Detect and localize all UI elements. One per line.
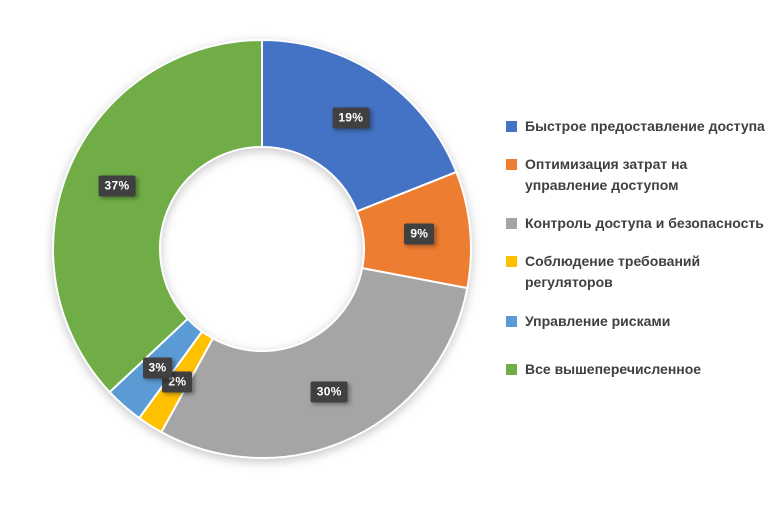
legend-row: Управление рисками (506, 311, 670, 332)
pie-slice-2 (159, 266, 469, 459)
legend-item-5: Все вышеперечисленное (506, 345, 770, 394)
legend-swatch-icon (506, 218, 517, 230)
legend-item-1: Оптимизация затрат на управление доступо… (506, 151, 770, 200)
legend: Быстрое предоставление доступа Оптимизаци… (506, 102, 770, 394)
legend-label: Оптимизация затрат на управление доступо… (525, 156, 688, 193)
legend-swatch-icon (506, 159, 517, 170)
legend-swatch-icon (506, 256, 517, 268)
legend-label: Быстрое предоставление доступа (525, 117, 765, 134)
legend-row: Соблюдение требований регуляторов (506, 251, 700, 293)
legend-row: Быстрое предоставление доступа (506, 116, 765, 137)
legend-swatch-icon (506, 315, 517, 327)
legend-item-4: Управление рисками (506, 297, 770, 346)
legend-item-0: Быстрое предоставление доступа (506, 102, 770, 151)
pie-slice-5 (52, 38, 263, 394)
legend-item-3: Соблюдение требований регуляторов (506, 248, 770, 297)
legend-row: Контроль доступа и безопасность (506, 213, 764, 234)
legend-row: Оптимизация затрат на управление доступо… (506, 154, 687, 196)
legend-label: Все вышеперечисленное (525, 361, 702, 378)
legend-label: Соблюдение требований регуляторов (525, 253, 701, 291)
legend-swatch-icon (506, 120, 517, 132)
legend-swatch-icon (506, 364, 517, 376)
legend-item-2: Контроль доступа и безопасность (506, 199, 770, 248)
legend-row: Все вышеперечисленное (506, 359, 701, 380)
legend-label: Управление рисками (525, 312, 671, 329)
legend-label: Контроль доступа и безопасность (525, 215, 764, 232)
